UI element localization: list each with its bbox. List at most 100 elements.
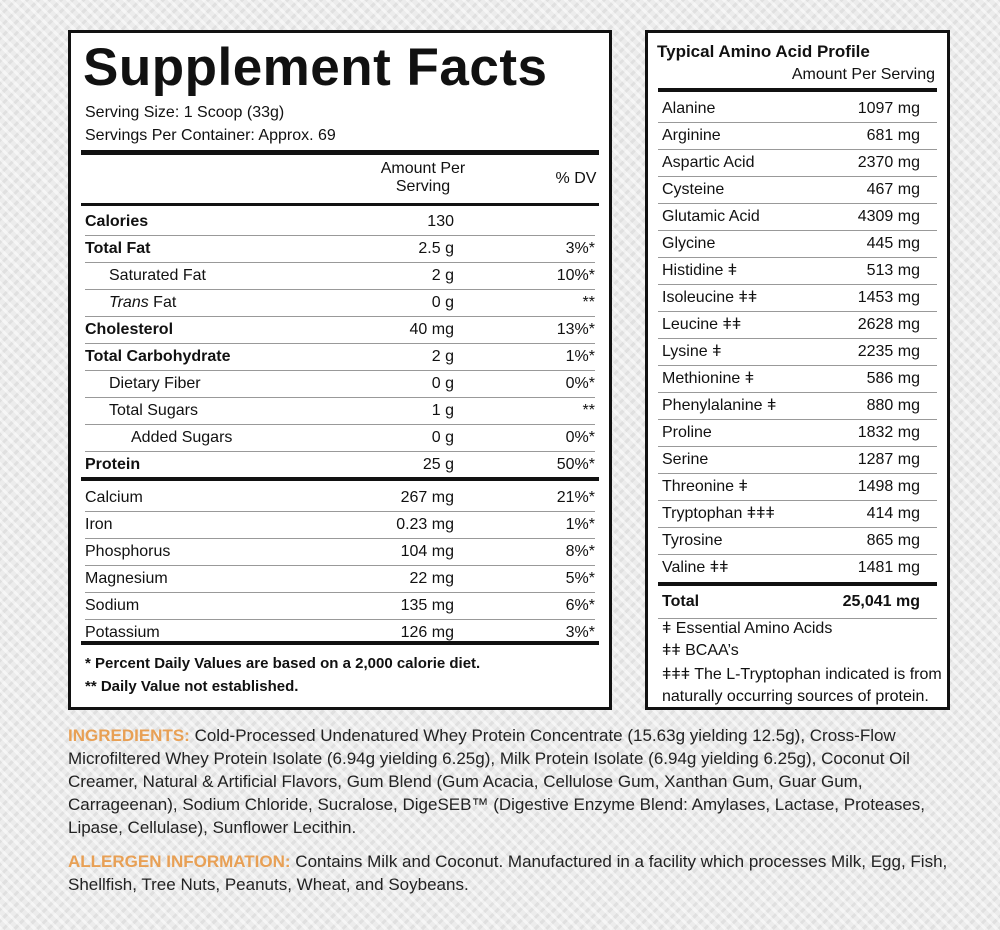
divider xyxy=(658,618,937,619)
amino-panel: Typical Amino Acid Profile Amount Per Se… xyxy=(645,30,950,710)
amount: 2.5 g xyxy=(418,240,454,257)
nutrient-row: Total Fat 2.5 g 3%* xyxy=(85,235,595,263)
nutrient-row: Total Carbohydrate 2 g 1%* xyxy=(85,343,595,371)
divider xyxy=(658,582,937,586)
amount: 104 mg xyxy=(400,543,454,560)
nutrient-row: Calories 130 xyxy=(85,208,595,236)
amount: 0 g xyxy=(431,294,454,311)
nutrient-row: Sodium 135 mg 6%* xyxy=(85,592,595,620)
nutrient-row: Calcium 267 mg 21%* xyxy=(85,484,595,512)
amount: 0.23 mg xyxy=(396,516,454,533)
daily-value: ** xyxy=(582,294,595,311)
amino-amount: 2370 mg xyxy=(857,154,920,171)
nutrient-row: Cholesterol 40 mg 13%* xyxy=(85,316,595,344)
amino-name: Phenylalanine ǂ xyxy=(662,397,777,414)
daily-value: ** xyxy=(582,402,595,419)
nutrient-label: Added Sugars xyxy=(131,429,233,446)
daily-value: 13%* xyxy=(556,321,595,338)
amino-row: Leucine ǂǂ 2628 mg xyxy=(658,311,937,339)
amino-amount: 1453 mg xyxy=(857,289,920,306)
amino-name: Serine xyxy=(662,451,709,468)
nutrient-row: Phosphorus 104 mg 8%* xyxy=(85,538,595,566)
amount: 1 g xyxy=(431,402,454,419)
amino-subtitle: Amount Per Serving xyxy=(791,66,935,83)
daily-value: 1%* xyxy=(565,348,595,365)
nutrient-label: Calcium xyxy=(85,489,143,506)
amino-name: Cysteine xyxy=(662,181,725,198)
amino-row: Proline 1832 mg xyxy=(658,419,937,447)
daily-value: 3%* xyxy=(565,624,595,641)
amino-name: Methionine ǂ xyxy=(662,370,755,387)
nutrient-label: Total Carbohydrate xyxy=(85,348,231,365)
amino-row: Serine 1287 mg xyxy=(658,446,937,474)
amount: 126 mg xyxy=(400,624,454,641)
amino-amount: 586 mg xyxy=(866,370,920,387)
dv-header: % DV xyxy=(555,170,597,187)
nutrient-label: Sodium xyxy=(85,597,140,614)
nutrient-label: Iron xyxy=(85,516,113,533)
servings-per-container: Servings Per Container: Approx. 69 xyxy=(85,127,336,144)
note: ǂǂ BCAA’s xyxy=(662,642,739,659)
amino-row: Aspartic Acid 2370 mg xyxy=(658,149,937,177)
amount-header: Amount Per Serving xyxy=(380,160,466,195)
amino-amount: 1498 mg xyxy=(857,478,920,495)
daily-value: 21%* xyxy=(556,489,595,506)
title: Supplement Facts xyxy=(83,38,548,97)
nutrient-label: Calories xyxy=(85,213,149,230)
amount: 25 g xyxy=(422,456,454,473)
nutrient-label: Magnesium xyxy=(85,570,168,587)
amino-amount: 513 mg xyxy=(866,262,920,279)
ingredients-label: INGREDIENTS: xyxy=(68,726,190,745)
allergen-text: Contains Milk and Coconut. Manufactured … xyxy=(68,852,948,894)
daily-value: 0%* xyxy=(565,375,595,392)
amino-row: Tyrosine 865 mg xyxy=(658,527,937,555)
daily-value: 6%* xyxy=(565,597,595,614)
total-amount: 25,041 mg xyxy=(842,593,920,610)
note: ǂ Essential Amino Acids xyxy=(662,620,833,637)
amount: 130 xyxy=(427,213,454,230)
amount: 0 g xyxy=(431,375,454,392)
amino-name: Tryptophan ǂǂǂ xyxy=(662,505,775,522)
label-rest: Fat xyxy=(153,294,177,311)
amino-amount: 445 mg xyxy=(866,235,920,252)
allergen: ALLERGEN INFORMATION: Contains Milk and … xyxy=(68,850,968,896)
amount: 40 mg xyxy=(409,321,454,338)
amino-name: Arginine xyxy=(662,127,721,144)
amino-amount: 4309 mg xyxy=(857,208,920,225)
divider xyxy=(81,477,599,481)
amount: 2 g xyxy=(431,348,454,365)
amino-name: Aspartic Acid xyxy=(662,154,755,171)
footnote: * Percent Daily Values are based on a 2,… xyxy=(85,655,481,672)
divider xyxy=(81,203,599,206)
nutrient-label: Protein xyxy=(85,456,141,473)
amino-name: Glycine xyxy=(662,235,716,252)
amino-name: Leucine ǂǂ xyxy=(662,316,742,333)
serving-size: Serving Size: 1 Scoop (33g) xyxy=(85,104,285,121)
amount: 0 g xyxy=(431,429,454,446)
amino-amount: 467 mg xyxy=(866,181,920,198)
nutrient-row: Protein 25 g 50%* xyxy=(85,451,595,478)
nutrient-row: Potassium 126 mg 3%* xyxy=(85,619,595,646)
daily-value: 10%* xyxy=(556,267,595,284)
daily-value: 1%* xyxy=(565,516,595,533)
amino-row: Alanine 1097 mg xyxy=(658,95,937,123)
nutrient-row: Trans Fat 0 g ** xyxy=(85,289,595,317)
amino-amount: 1097 mg xyxy=(857,100,920,117)
amount: 22 mg xyxy=(409,570,454,587)
nutrient-row: Magnesium 22 mg 5%* xyxy=(85,565,595,593)
daily-value: 8%* xyxy=(565,543,595,560)
amino-row: Cysteine 467 mg xyxy=(658,176,937,204)
nutrient-label: Total Sugars xyxy=(109,402,198,419)
amino-name: Proline xyxy=(662,424,712,441)
amino-name: Tyrosine xyxy=(662,532,723,549)
supplement-facts-panel: Supplement Facts Serving Size: 1 Scoop (… xyxy=(68,30,612,710)
amino-row: Valine ǂǂ 1481 mg xyxy=(658,554,937,581)
amino-amount: 1481 mg xyxy=(857,559,920,576)
amino-name: Threonine ǂ xyxy=(662,478,748,495)
amino-row: Methionine ǂ 586 mg xyxy=(658,365,937,393)
ingredients: INGREDIENTS: Cold-Processed Undenatured … xyxy=(68,724,968,839)
amino-name: Lysine ǂ xyxy=(662,343,722,360)
nutrient-label: Trans Fat xyxy=(109,294,176,312)
footnote: ** Daily Value not established. xyxy=(85,678,299,695)
